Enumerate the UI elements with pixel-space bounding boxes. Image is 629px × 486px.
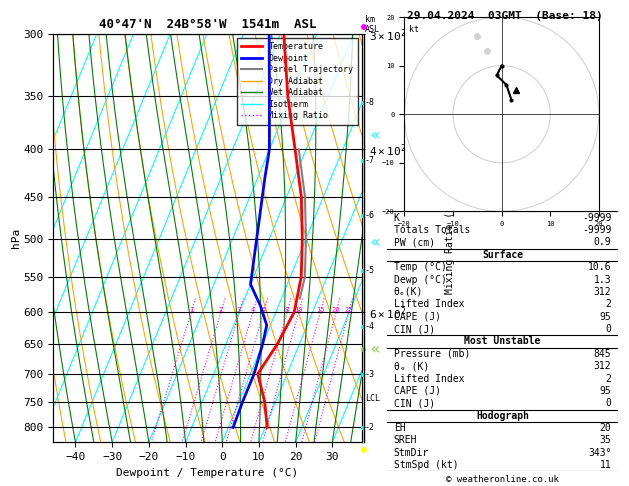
Text: -9999: -9999: [582, 212, 611, 223]
Text: 25: 25: [344, 308, 353, 313]
Text: Lifted Index: Lifted Index: [394, 374, 464, 383]
Text: PW (cm): PW (cm): [394, 237, 435, 247]
Text: 10: 10: [294, 308, 303, 313]
Text: Temp (°C): Temp (°C): [394, 262, 447, 272]
Text: -6: -6: [365, 211, 375, 220]
Text: ●: ●: [361, 346, 366, 354]
Text: ●: ●: [362, 424, 365, 431]
Text: 20: 20: [331, 308, 340, 313]
Text: StmSpd (kt): StmSpd (kt): [394, 460, 459, 470]
Text: 3: 3: [237, 308, 241, 313]
Text: Lifted Index: Lifted Index: [394, 299, 464, 309]
Text: 2: 2: [606, 299, 611, 309]
Text: 312: 312: [594, 287, 611, 297]
Text: 95: 95: [599, 386, 611, 396]
Text: ●: ●: [360, 22, 367, 32]
Text: 8: 8: [284, 308, 289, 313]
Text: 35: 35: [599, 435, 611, 446]
Text: km
ASL: km ASL: [365, 15, 380, 34]
Text: 2: 2: [218, 308, 223, 313]
Text: CAPE (J): CAPE (J): [394, 312, 441, 322]
Text: -7: -7: [365, 156, 375, 165]
Text: «: «: [370, 236, 379, 250]
Text: CIN (J): CIN (J): [394, 399, 435, 408]
Legend: Temperature, Dewpoint, Parcel Trajectory, Dry Adiabat, Wet Adiabat, Isotherm, Mi: Temperature, Dewpoint, Parcel Trajectory…: [237, 38, 357, 124]
Text: Hodograph: Hodograph: [476, 411, 529, 421]
Text: ●: ●: [362, 268, 365, 274]
Text: Totals Totals: Totals Totals: [394, 225, 470, 235]
Text: θₑ (K): θₑ (K): [394, 361, 429, 371]
Text: Surface: Surface: [482, 250, 523, 260]
Text: 0.9: 0.9: [594, 237, 611, 247]
Text: Most Unstable: Most Unstable: [464, 336, 541, 347]
Text: LCL: LCL: [365, 395, 380, 403]
Text: «: «: [370, 129, 379, 143]
Text: 4: 4: [250, 308, 255, 313]
Text: 2: 2: [606, 374, 611, 383]
Text: StmDir: StmDir: [394, 448, 429, 458]
Text: 11: 11: [599, 460, 611, 470]
Text: Dewp (°C): Dewp (°C): [394, 275, 447, 284]
Text: -2: -2: [365, 423, 375, 432]
Text: K: K: [394, 212, 399, 223]
Text: 312: 312: [594, 361, 611, 371]
Text: 343°: 343°: [588, 448, 611, 458]
Text: ●: ●: [362, 324, 365, 330]
Text: -4: -4: [365, 322, 375, 331]
Text: -5: -5: [365, 266, 375, 275]
Text: 0: 0: [606, 399, 611, 408]
Text: ●: ●: [362, 100, 365, 105]
Text: 20: 20: [599, 423, 611, 433]
Text: 845: 845: [594, 349, 611, 359]
Text: «: «: [370, 343, 379, 357]
Text: EH: EH: [394, 423, 406, 433]
Y-axis label: Mixing Ratio (g/kg): Mixing Ratio (g/kg): [445, 182, 455, 294]
Text: 5: 5: [261, 308, 265, 313]
Text: CIN (J): CIN (J): [394, 324, 435, 334]
Text: Pressure (mb): Pressure (mb): [394, 349, 470, 359]
Text: CAPE (J): CAPE (J): [394, 386, 441, 396]
Title: 40°47'N  24B°58'W  1541m  ASL: 40°47'N 24B°58'W 1541m ASL: [99, 18, 316, 32]
Text: 15: 15: [316, 308, 324, 313]
Y-axis label: hPa: hPa: [11, 228, 21, 248]
Text: -9999: -9999: [582, 225, 611, 235]
Text: 95: 95: [599, 312, 611, 322]
Text: ●: ●: [362, 371, 365, 378]
Text: 1.3: 1.3: [594, 275, 611, 284]
Text: ●: ●: [362, 157, 365, 163]
Text: © weatheronline.co.uk: © weatheronline.co.uk: [446, 474, 559, 484]
Text: 1: 1: [189, 308, 193, 313]
Text: 0: 0: [606, 324, 611, 334]
X-axis label: Dewpoint / Temperature (°C): Dewpoint / Temperature (°C): [116, 468, 299, 478]
Text: 10.6: 10.6: [588, 262, 611, 272]
Text: ●: ●: [362, 213, 365, 219]
Text: -3: -3: [365, 370, 375, 379]
Text: -8: -8: [365, 98, 375, 107]
Text: kt: kt: [409, 25, 420, 34]
Text: θₑ(K): θₑ(K): [394, 287, 423, 297]
Text: 29.04.2024  03GMT  (Base: 18): 29.04.2024 03GMT (Base: 18): [407, 11, 603, 21]
Text: ●: ●: [360, 445, 367, 455]
Text: SREH: SREH: [394, 435, 417, 446]
